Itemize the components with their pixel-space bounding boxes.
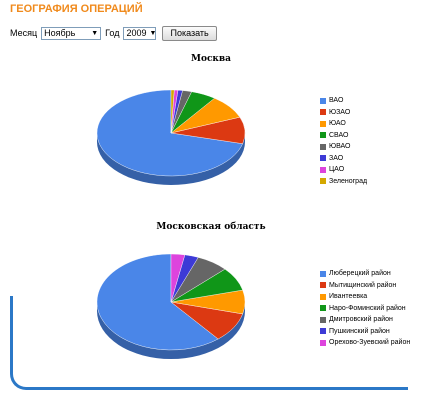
legend-item: Мытищинский район <box>320 280 410 292</box>
show-button[interactable]: Показать <box>162 25 217 41</box>
legend-label: ВАО <box>329 97 344 105</box>
legend-item: Наро-Фоминский район <box>320 303 410 315</box>
pie-side <box>97 133 245 185</box>
legend-label: Орехово-Зуевский район <box>329 339 411 347</box>
legend-label: ЮВАО <box>329 143 351 151</box>
legend-label: Ивантеевка <box>329 293 368 301</box>
legend-item: ЮЗАО <box>320 107 367 119</box>
year-label: Год <box>105 28 120 38</box>
legend-swatch <box>320 293 326 300</box>
legend-item: Пушкинский район <box>320 326 410 338</box>
year-select-value: 2009 <box>126 28 147 38</box>
chart-title-moscow: Москва <box>190 54 232 64</box>
legend-item: Зеленоград <box>320 176 367 188</box>
pie-chart-moscow-region <box>96 253 246 359</box>
pie-slice <box>170 89 175 134</box>
legend-swatch <box>320 97 326 104</box>
month-select[interactable]: Ноябрь ▼ <box>41 26 102 40</box>
legend-item: СВАО <box>320 130 367 142</box>
legend-label: Люберецкий район <box>329 270 391 278</box>
legend-item: ЦАО <box>320 164 367 176</box>
chevron-down-icon: ▼ <box>91 29 99 37</box>
legend-swatch <box>320 120 326 127</box>
legend-item: Дмитровский район <box>320 314 410 326</box>
legend-label: ЦАО <box>329 166 345 174</box>
legend-label: СВАО <box>329 131 349 139</box>
chevron-down-icon: ▼ <box>149 29 157 37</box>
month-label: Месяц <box>10 28 38 38</box>
legend-swatch <box>320 132 326 139</box>
legend-item: ЗАО <box>320 153 367 165</box>
legend-label: Дмитровский район <box>329 316 393 324</box>
page-title: ГЕОГРАФИЯ ОПЕРАЦИЙ <box>10 3 143 15</box>
pie-chart-moscow <box>96 89 246 185</box>
decorative-frame <box>10 296 408 390</box>
legend-label: Зеленоград <box>329 177 368 185</box>
legend-swatch <box>320 339 326 346</box>
year-select[interactable]: 2009 ▼ <box>123 26 157 40</box>
legend-label: Мытищинский район <box>329 281 397 289</box>
legend-label: Пушкинский район <box>329 327 390 335</box>
chart-title-moscow-region: Московская область <box>156 222 266 232</box>
filter-bar: Месяц Ноябрь ▼ Год 2009 ▼ Показать <box>10 25 217 41</box>
legend-swatch <box>320 166 326 173</box>
legend-swatch <box>320 328 326 335</box>
pie-slice <box>96 89 243 177</box>
legend-moscow-region: Люберецкий район Мытищинский район Ивантее… <box>320 268 410 349</box>
legend-swatch <box>320 282 326 289</box>
legend-swatch <box>320 155 326 162</box>
legend-moscow: ВАО ЮЗАО ЮАО СВАО ЮВАО ЗАО ЦАО Зеленоград <box>320 95 367 187</box>
pie-side <box>97 302 245 359</box>
legend-item: ВАО <box>320 95 367 107</box>
month-select-value: Ноябрь <box>44 28 76 38</box>
legend-swatch <box>320 270 326 277</box>
legend-swatch <box>320 316 326 323</box>
legend-item: ЮВАО <box>320 141 367 153</box>
legend-swatch <box>320 143 326 150</box>
legend-label: ЗАО <box>329 154 344 162</box>
pie-slice <box>170 253 186 303</box>
legend-item: Орехово-Зуевский район <box>320 337 410 349</box>
legend-label: Наро-Фоминский район <box>329 304 406 312</box>
legend-swatch <box>320 109 326 116</box>
legend-label: ЮЗАО <box>329 108 351 116</box>
legend-item: Люберецкий район <box>320 268 410 280</box>
pie-slice <box>96 253 219 351</box>
legend-item: Ивантеевка <box>320 291 410 303</box>
legend-item: ЮАО <box>320 118 367 130</box>
legend-swatch <box>320 178 326 185</box>
legend-label: ЮАО <box>329 120 346 128</box>
legend-swatch <box>320 305 326 312</box>
